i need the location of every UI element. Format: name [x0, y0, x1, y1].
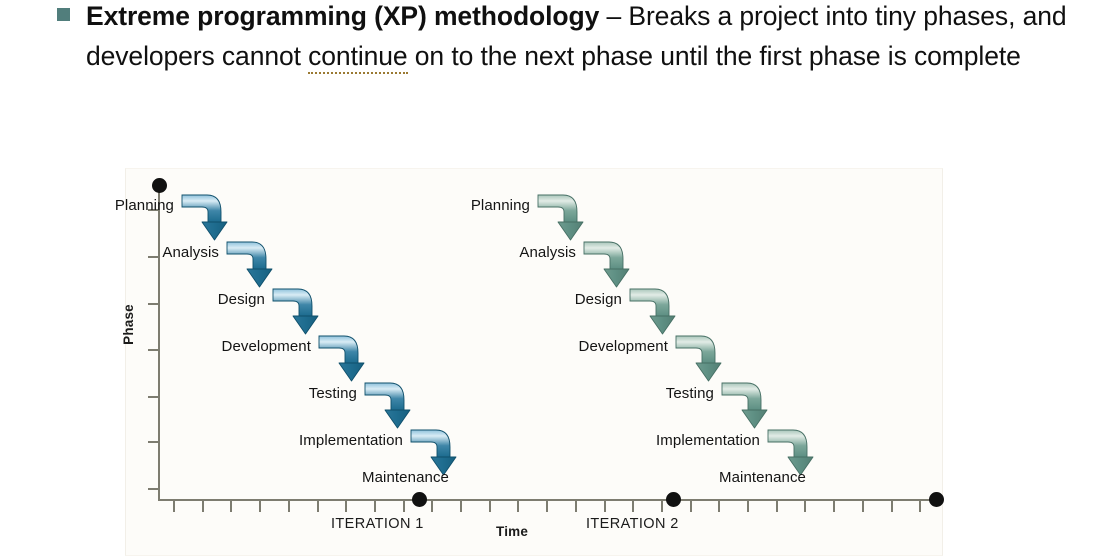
phase-label-design: Design	[574, 291, 622, 308]
y-axis-tick-2	[148, 256, 159, 258]
phase-label-planning: Planning	[114, 197, 174, 214]
slide-bullet-block: Extreme programming (XP) methodology – B…	[0, 0, 1106, 145]
phase-arrow-design	[272, 288, 319, 335]
x-axis-tick-19	[689, 501, 692, 512]
phase-label-implementation: Implementation	[656, 432, 760, 449]
x-axis-tick-9	[402, 501, 405, 512]
x-axis-tick-13	[517, 501, 520, 512]
phase-label-testing: Testing	[665, 385, 714, 402]
y-axis-tick-7	[148, 488, 159, 490]
x-axis-tick-20	[718, 501, 721, 512]
y-axis-endpoint-dot	[152, 178, 167, 193]
x-axis-tick-18	[660, 501, 663, 512]
phase-label-analysis: Analysis	[162, 244, 219, 261]
phase-arrow-testing	[364, 382, 411, 429]
phase-label-implementation: Implementation	[299, 432, 403, 449]
x-axis-tick-14	[546, 501, 549, 512]
phase-label-design: Design	[217, 291, 265, 308]
x-axis-tick-22	[775, 501, 778, 512]
x-axis-tick-7	[345, 501, 348, 512]
x-axis-tick-3	[230, 501, 233, 512]
phase-label-planning: Planning	[470, 197, 530, 214]
x-axis-tick-17	[632, 501, 635, 512]
phase-arrow-design	[629, 288, 676, 335]
y-axis-tick-4	[148, 349, 159, 351]
bullet-heading: Extreme programming (XP) methodology	[86, 1, 600, 31]
x-axis-tick-10	[431, 501, 434, 512]
phase-label-testing: Testing	[308, 385, 357, 402]
x-axis-tick-16	[603, 501, 606, 512]
x-axis-tick-21	[747, 501, 749, 512]
x-axis-tick-4	[259, 501, 262, 512]
x-axis-tick-25	[861, 501, 864, 512]
phase-arrow-analysis	[226, 241, 273, 288]
spellcheck-flagged-word: continue	[308, 41, 408, 74]
bullet-paragraph: Extreme programming (XP) methodology – B…	[86, 0, 1096, 76]
square-bullet-icon	[57, 8, 70, 21]
y-axis-line	[158, 185, 160, 501]
phase-label-analysis: Analysis	[519, 244, 576, 261]
phase-arrow-analysis	[583, 241, 630, 288]
x-axis-line	[158, 499, 939, 501]
x-axis-tick-11	[460, 501, 462, 512]
x-axis-tick-8	[373, 501, 376, 512]
phase-arrow-implementation	[767, 429, 814, 476]
phase-arrow-development	[675, 335, 722, 382]
y-axis-tick-5	[148, 396, 159, 398]
y-axis-tick-3	[148, 303, 159, 305]
x-axis-tick-6	[316, 501, 319, 512]
iteration-1-endpoint-dot	[412, 492, 427, 507]
x-axis-tick-26	[890, 501, 893, 512]
x-axis-tick-1	[173, 501, 175, 512]
phase-label-maintenance: Maintenance	[362, 469, 449, 486]
y-axis-tick-6	[148, 441, 159, 443]
phase-arrow-planning	[181, 194, 228, 241]
x-axis-tick-2	[201, 501, 204, 512]
x-axis-tick-15	[574, 501, 577, 512]
x-axis-tick-23	[804, 501, 807, 512]
iteration-1-label: ITERATION 1	[331, 516, 424, 532]
x-axis-label: Time	[496, 524, 529, 539]
x-axis-tick-5	[287, 501, 290, 512]
iteration-2-label: ITERATION 2	[586, 516, 679, 532]
x-axis-endpoint-dot	[929, 492, 944, 507]
phase-label-development: Development	[578, 338, 668, 355]
iteration-2-endpoint-dot	[666, 492, 681, 507]
x-axis-tick-27	[919, 501, 922, 512]
bullet-body-part-1: – Breaks a project into tiny phases, and…	[86, 1, 1067, 71]
phase-label-development: Development	[221, 338, 311, 355]
y-axis-tick-1	[148, 209, 159, 211]
phase-arrow-testing	[721, 382, 768, 429]
x-axis-tick-24	[833, 501, 836, 512]
bullet-body-part-2: on to the next phase until the first pha…	[407, 41, 1021, 71]
phase-arrow-implementation	[410, 429, 457, 476]
xp-iteration-diagram: Phase Time ITERATION 1 ITERATION 2 Plann…	[115, 168, 944, 556]
phase-arrow-planning	[537, 194, 584, 241]
phase-arrow-development	[318, 335, 365, 382]
phase-label-maintenance: Maintenance	[719, 469, 806, 486]
x-axis-tick-12	[488, 501, 491, 512]
